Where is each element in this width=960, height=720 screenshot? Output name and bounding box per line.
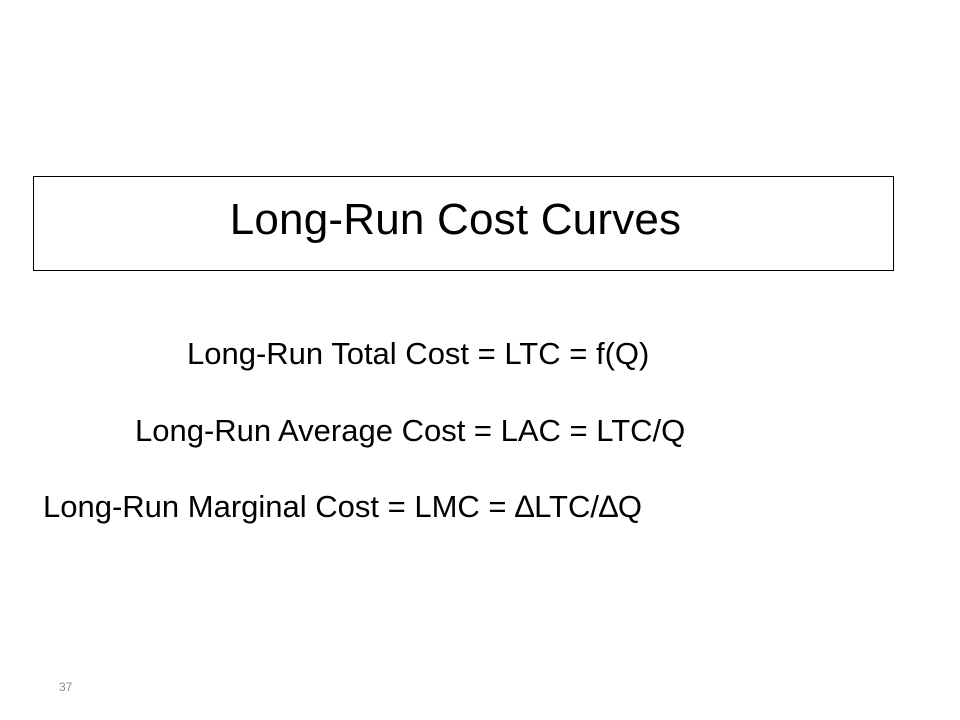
title-box: Long-Run Cost Curves — [33, 176, 894, 271]
formula-marginal-cost: Long-Run Marginal Cost = LMC = ∆LTC/∆Q — [43, 489, 643, 524]
formula-total-cost: Long-Run Total Cost = LTC = f(Q) — [187, 336, 650, 371]
slide-title: Long-Run Cost Curves — [229, 194, 682, 244]
page-number: 37 — [59, 680, 73, 694]
formula-average-cost: Long-Run Average Cost = LAC = LTC/Q — [135, 413, 686, 448]
